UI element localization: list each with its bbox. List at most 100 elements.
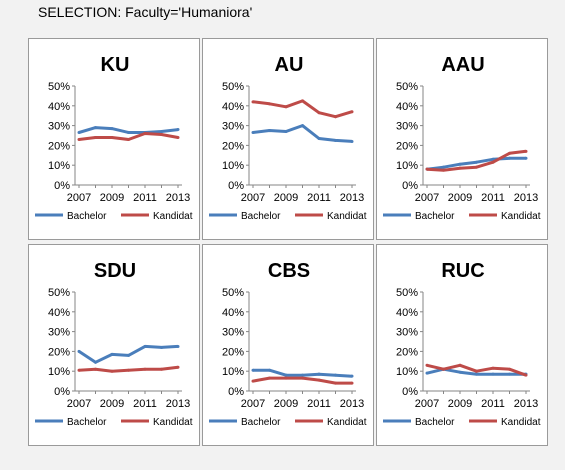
y-tick-label: 30% [222, 327, 244, 339]
y-tick-label: 50% [222, 81, 244, 93]
y-tick-label: 20% [396, 346, 418, 358]
data-point-kandidat [160, 133, 163, 137]
data-point-kandidat [458, 363, 462, 367]
chart-title-au: AU [275, 54, 304, 76]
y-tick-label: 10% [222, 160, 244, 172]
x-tick-label: 2007 [415, 192, 439, 204]
data-point-kandidat [475, 165, 478, 169]
data-point-kandidat [284, 376, 288, 380]
data-point-bachelor [317, 136, 321, 140]
x-tick-label: 2007 [67, 192, 91, 204]
data-point-bachelor [475, 372, 478, 376]
data-point-bachelor [334, 138, 337, 142]
data-point-kandidat [508, 151, 511, 155]
y-tick-label: 40% [48, 101, 70, 113]
chart-aau: AAU 0% 10% 20% 30% 40% 50% 2007 2009 2011 2013 Bach… [383, 54, 541, 222]
data-point-kandidat [508, 367, 511, 371]
data-point-kandidat [475, 369, 478, 373]
data-point-kandidat [160, 367, 163, 371]
chart-panel-ku: KU 0% 10% 20% 30% 40% 50% 2007 2009 2011 2013 Bache… [28, 38, 200, 240]
y-tick-label: 50% [222, 287, 244, 299]
y-tick-label: 0% [228, 180, 244, 192]
y-tick-label: 0% [402, 386, 418, 398]
x-tick-label: 2011 [133, 192, 157, 204]
data-point-bachelor [350, 374, 354, 378]
x-tick-label: 2009 [448, 192, 472, 204]
y-tick-label: 10% [48, 366, 70, 378]
data-point-bachelor [475, 160, 478, 164]
data-point-bachelor [350, 139, 354, 143]
data-point-bachelor [77, 131, 81, 135]
chart-cbs: CBS 0% 10% 20% 30% 40% 50% 2007 2009 2011 2013 Bach… [209, 260, 367, 428]
y-tick-label: 40% [222, 101, 244, 113]
data-point-kandidat [94, 367, 97, 371]
data-point-bachelor [301, 124, 304, 128]
legend-label-bachelor: Bachelor [415, 211, 455, 222]
chart-panel-au: AU 0% 10% 20% 30% 40% 50% 2007 2009 2011 2013 Bache… [202, 38, 374, 240]
y-tick-label: 40% [222, 307, 244, 319]
legend-label-kandidat: Kandidat [501, 211, 541, 222]
data-point-kandidat [491, 160, 495, 164]
x-tick-label: 2013 [514, 192, 538, 204]
y-tick-label: 0% [228, 386, 244, 398]
x-tick-label: 2011 [481, 398, 505, 410]
y-tick-label: 10% [222, 366, 244, 378]
x-tick-label: 2013 [166, 192, 190, 204]
data-point-kandidat [94, 135, 97, 139]
data-point-kandidat [110, 135, 114, 139]
data-point-kandidat [317, 111, 321, 115]
x-tick-label: 2011 [133, 398, 157, 410]
x-tick-label: 2011 [307, 192, 331, 204]
selection-label: SELECTION: Faculty='Humaniora' [38, 4, 253, 20]
data-point-bachelor [110, 127, 114, 131]
data-point-bachelor [251, 368, 255, 372]
data-point-bachelor [94, 360, 97, 364]
y-tick-label: 30% [396, 121, 418, 133]
data-point-bachelor [268, 129, 271, 133]
data-point-kandidat [176, 135, 180, 139]
data-point-bachelor [508, 156, 511, 160]
x-tick-label: 2007 [67, 398, 91, 410]
x-tick-label: 2013 [166, 398, 190, 410]
chart-title-ruc: RUC [441, 260, 484, 282]
x-tick-label: 2009 [100, 192, 124, 204]
data-point-bachelor [176, 128, 180, 132]
y-tick-label: 30% [396, 327, 418, 339]
data-point-bachelor [268, 368, 271, 372]
chart-panel-ruc: RUC 0% 10% 20% 30% 40% 50% 2007 2009 2011 2013 Bach… [376, 244, 548, 446]
y-tick-label: 30% [48, 121, 70, 133]
data-point-kandidat [127, 368, 130, 372]
data-point-kandidat [524, 373, 528, 377]
data-point-kandidat [491, 366, 495, 370]
data-point-kandidat [268, 102, 271, 106]
y-tick-label: 10% [396, 160, 418, 172]
data-point-kandidat [442, 367, 445, 371]
legend-label-kandidat: Kandidat [327, 211, 367, 222]
data-point-kandidat [458, 166, 462, 170]
x-tick-label: 2009 [274, 398, 298, 410]
data-point-kandidat [77, 137, 81, 141]
data-point-bachelor [127, 131, 130, 135]
data-point-bachelor [458, 370, 462, 374]
data-point-kandidat [301, 99, 304, 103]
x-tick-label: 2013 [514, 398, 538, 410]
data-point-kandidat [301, 376, 304, 380]
legend-label-bachelor: Bachelor [67, 211, 107, 222]
data-point-kandidat [284, 105, 288, 109]
data-point-kandidat [442, 168, 445, 172]
data-point-bachelor [127, 353, 130, 357]
data-point-kandidat [143, 367, 147, 371]
data-point-bachelor [317, 372, 321, 376]
data-point-bachelor [442, 165, 445, 169]
legend-label-bachelor: Bachelor [241, 417, 281, 428]
y-tick-label: 50% [396, 81, 418, 93]
data-point-bachelor [458, 162, 462, 166]
y-tick-label: 20% [222, 346, 244, 358]
chart-title-cbs: CBS [268, 260, 310, 282]
data-point-kandidat [317, 378, 321, 382]
y-tick-label: 30% [222, 121, 244, 133]
y-tick-label: 20% [396, 140, 418, 152]
data-point-bachelor [425, 371, 429, 375]
legend-label-bachelor: Bachelor [415, 417, 455, 428]
